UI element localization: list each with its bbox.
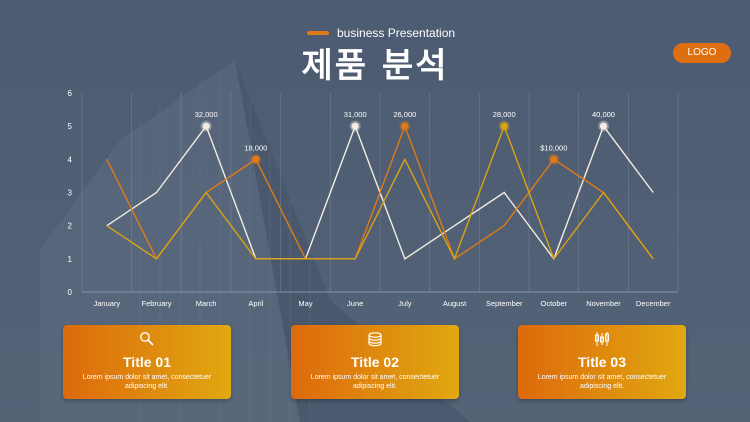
x-tick-label: March	[196, 299, 217, 308]
data-point	[401, 122, 409, 130]
y-tick-label: 1	[68, 255, 73, 264]
y-tick-label: 5	[68, 122, 73, 131]
x-tick-label: September	[486, 299, 523, 308]
card-1: Title 01 Lorem ipsum dolor sit amet, con…	[63, 325, 231, 399]
data-point	[550, 155, 558, 163]
x-tick-label: January	[93, 299, 120, 308]
data-label: 18,000	[244, 143, 267, 152]
data-point	[351, 122, 359, 130]
x-tick-label: October	[540, 299, 567, 308]
x-tick-label: May	[298, 299, 312, 308]
data-label: $10,000	[540, 143, 567, 152]
card-title: Title 03	[578, 354, 626, 370]
card-2: Title 02 Lorem ipsum dolor sit amet, con…	[291, 325, 459, 399]
data-point	[202, 122, 210, 130]
page-title: 제품 분석	[301, 46, 449, 86]
card-body: Lorem ipsum dolor sit amet, consectetuer…	[537, 374, 667, 390]
data-point	[500, 122, 508, 130]
x-tick-label: July	[398, 299, 412, 308]
x-tick-label: November	[586, 299, 621, 308]
y-tick-label: 2	[68, 222, 73, 231]
series-line	[106, 124, 654, 261]
x-tick-label: February	[141, 299, 171, 308]
y-tick-label: 6	[68, 89, 73, 98]
candlestick-icon	[595, 332, 609, 346]
card-body: Lorem ipsum dolor sit amet, consectetuer…	[82, 374, 212, 390]
data-label: 40,000	[592, 110, 615, 119]
card-body: Lorem ipsum dolor sit amet, consectetuer…	[310, 374, 440, 390]
x-tick-label: August	[443, 299, 467, 308]
data-label: 28,000	[493, 110, 516, 119]
x-tick-label: April	[248, 299, 263, 308]
magnifier-icon	[140, 332, 154, 346]
data-point	[599, 122, 608, 130]
subtitle: business Presentation	[307, 26, 455, 40]
accent-bar	[307, 31, 329, 35]
data-label: 32,000	[195, 110, 218, 119]
y-tick-label: 3	[68, 189, 73, 198]
y-tick-label: 4	[68, 155, 73, 164]
y-tick-label: 0	[68, 288, 73, 297]
data-point	[252, 155, 260, 163]
coins-icon	[368, 332, 382, 347]
data-label: 26,000	[393, 110, 416, 119]
logo-badge: LOGO	[673, 43, 731, 63]
x-tick-label: December	[636, 299, 671, 308]
card-title: Title 01	[123, 354, 171, 370]
x-tick-label: June	[347, 299, 363, 308]
card-3: Title 03 Lorem ipsum dolor sit amet, con…	[518, 325, 686, 399]
subtitle-text: business Presentation	[337, 26, 456, 40]
data-label: 31,000	[344, 110, 367, 119]
card-title: Title 02	[351, 354, 399, 370]
